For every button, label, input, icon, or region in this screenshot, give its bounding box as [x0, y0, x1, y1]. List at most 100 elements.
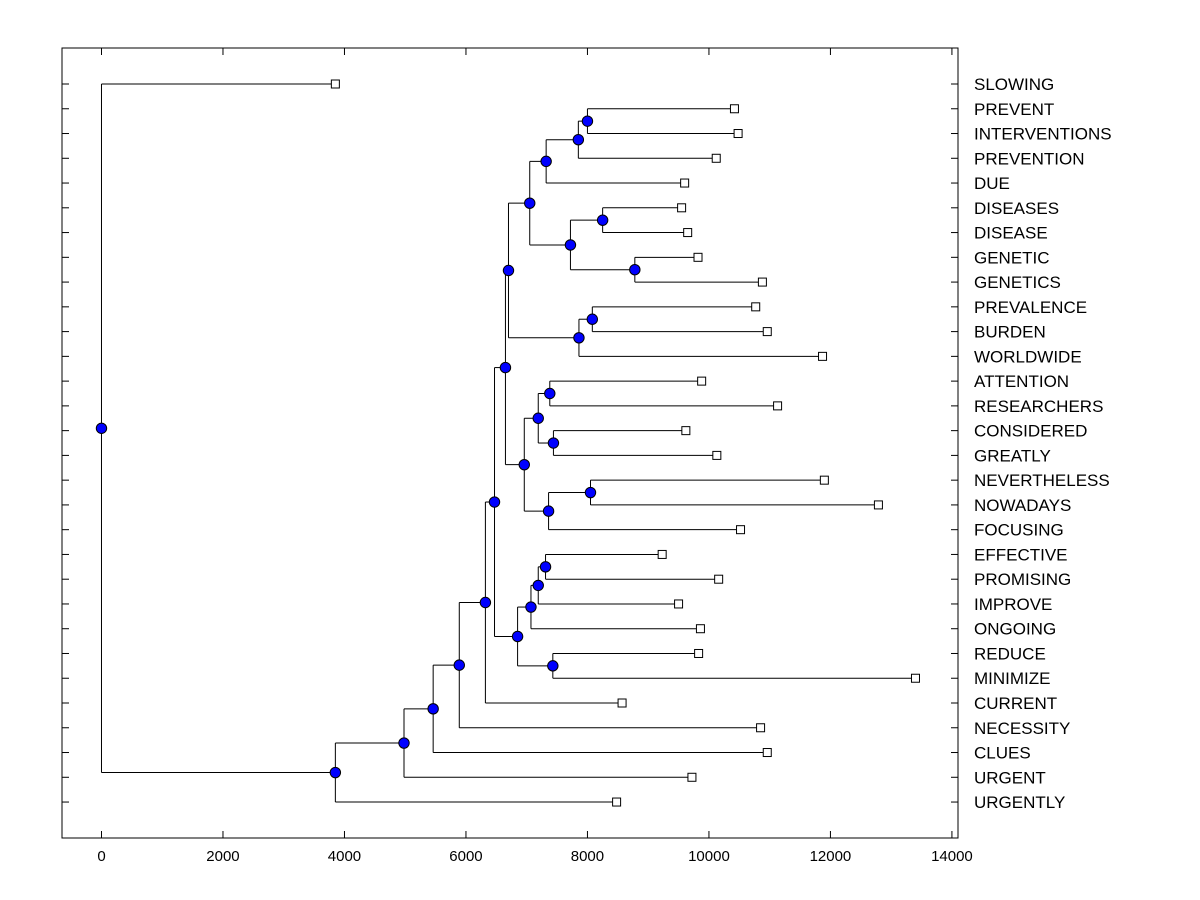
leaf-marker — [330, 79, 340, 89]
merge-node — [453, 659, 465, 671]
leaf-marker — [910, 673, 920, 683]
leaf-label: PREVENTION — [974, 149, 1085, 168]
x-tick-label: 2000 — [206, 848, 239, 865]
leaf-marker — [657, 549, 667, 559]
leaf-label: EFFECTIVE — [974, 545, 1068, 564]
leaf-labels: SLOWING PREVENT INTERVENTIONS PREVENTION DUE… — [974, 75, 1112, 812]
merge-node — [511, 630, 524, 643]
leaf-marker — [819, 475, 829, 485]
leaf-label: PREVALENCE — [974, 298, 1087, 317]
merge-node — [95, 422, 108, 434]
merge-node — [581, 115, 594, 127]
leaf-marker — [733, 129, 743, 139]
x-tick-label: 12000 — [810, 848, 852, 865]
x-tick-label: 14000 — [931, 848, 973, 865]
leaf-marker — [612, 797, 622, 807]
merge-node — [584, 486, 597, 499]
leaf-label: GENETICS — [974, 273, 1061, 292]
leaf-label: FOCUSING — [974, 521, 1064, 540]
merge-node — [329, 766, 342, 779]
leaf-label: REDUCE — [974, 644, 1046, 663]
row-ticks — [62, 83, 958, 803]
leaf-label: URGENTLY — [974, 793, 1065, 812]
merge-node — [542, 505, 555, 517]
x-tick-label: 10000 — [688, 848, 730, 865]
leaf-marker — [818, 351, 828, 361]
leaf-label: BURDEN — [974, 323, 1046, 342]
leaf-marker — [674, 599, 684, 609]
leaf-markers — [330, 79, 920, 807]
merge-node — [539, 561, 552, 573]
merge-node — [499, 361, 512, 374]
merge-node — [525, 601, 537, 613]
leaf-label: PROMISING — [974, 570, 1071, 589]
leaf-label: MINIMIZE — [974, 669, 1051, 688]
leaf-marker — [697, 376, 707, 386]
leaf-marker — [751, 302, 761, 312]
dendrogram-links — [100, 83, 916, 803]
leaf-marker — [873, 500, 883, 510]
leaf-marker — [773, 401, 783, 411]
merge-node — [544, 387, 556, 400]
merge-node — [586, 313, 599, 325]
merge-node — [518, 458, 530, 471]
merge-node — [502, 264, 515, 277]
leaf-label: ATTENTION — [974, 372, 1069, 391]
x-tick-label: 6000 — [449, 848, 482, 865]
leaf-label: CLUES — [974, 744, 1031, 763]
leaf-marker — [711, 153, 721, 163]
merge-node — [427, 703, 439, 715]
merge-node — [479, 596, 492, 609]
merge-node — [547, 660, 559, 672]
leaf-label: URGENT — [974, 768, 1046, 787]
x-axis: 0 2000 4000 6000 8000 10000 12000 14000 — [97, 48, 973, 865]
leaf-marker — [729, 104, 739, 114]
leaf-label: RESEARCHERS — [974, 397, 1103, 416]
x-tick-label: 0 — [97, 848, 105, 865]
merge-node — [532, 579, 544, 592]
leaf-label: CURRENT — [974, 694, 1057, 713]
merge-node — [547, 437, 560, 449]
merge-node — [572, 134, 585, 146]
leaf-label: GREATLY — [974, 446, 1051, 465]
leaf-marker — [714, 574, 724, 584]
leaf-marker — [694, 648, 704, 658]
merge-node — [540, 155, 552, 168]
leaf-label: ONGOING — [974, 620, 1056, 639]
leaf-label: GENETIC — [974, 248, 1050, 267]
leaf-label: IMPROVE — [974, 595, 1052, 614]
leaf-label: PREVENT — [974, 100, 1054, 119]
leaf-marker — [712, 450, 722, 460]
leaf-label: NEVERTHELESS — [974, 471, 1110, 490]
leaf-label: DUE — [974, 174, 1010, 193]
leaf-marker — [762, 327, 772, 337]
leaf-label: NECESSITY — [974, 719, 1070, 738]
leaf-marker — [736, 525, 746, 535]
leaf-marker — [683, 228, 693, 238]
merge-node — [573, 332, 585, 344]
leaf-label: DISEASE — [974, 224, 1048, 243]
merge-node — [596, 214, 609, 226]
merge-node — [629, 264, 641, 276]
merge-node — [488, 496, 501, 508]
leaf-label: NOWADAYS — [974, 496, 1071, 515]
leaf-marker — [756, 723, 766, 733]
x-tick-label: 8000 — [571, 848, 604, 865]
leaf-label: INTERVENTIONS — [974, 125, 1112, 144]
merge-node — [532, 412, 544, 424]
leaf-label: SLOWING — [974, 75, 1054, 94]
merge-node — [564, 239, 577, 251]
leaf-marker — [693, 252, 703, 262]
leaf-label: DISEASES — [974, 199, 1059, 218]
leaf-marker — [762, 748, 772, 758]
x-tick-label: 4000 — [328, 848, 361, 865]
merge-node — [524, 197, 536, 209]
leaf-label: WORLDWIDE — [974, 347, 1082, 366]
leaf-marker — [757, 277, 767, 287]
leaf-marker — [680, 178, 690, 188]
leaf-marker — [617, 698, 627, 708]
merge-node — [398, 737, 410, 749]
leaf-marker — [681, 426, 691, 436]
leaf-marker — [677, 203, 687, 213]
